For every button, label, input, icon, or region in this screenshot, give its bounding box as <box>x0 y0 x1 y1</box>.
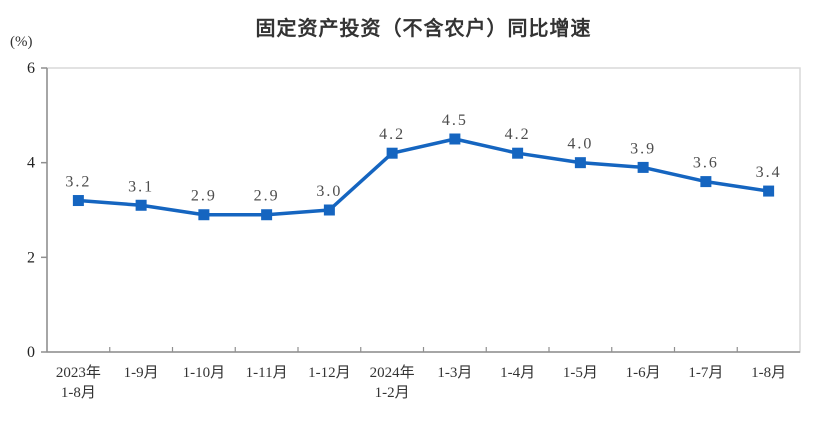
data-point-marker <box>763 185 775 197</box>
data-point-label: 3.0 <box>316 183 342 200</box>
x-category-label: 1-7月 <box>688 365 723 381</box>
x-category-label: 2023年 1-8月 <box>56 364 101 401</box>
data-point-marker <box>323 204 335 216</box>
data-point-marker <box>198 209 210 221</box>
data-point-marker <box>574 157 586 169</box>
data-point-marker <box>72 195 84 207</box>
data-point-marker <box>261 209 273 221</box>
data-line <box>76 137 771 217</box>
data-point-label: 4.2 <box>505 126 531 143</box>
data-point-marker <box>386 147 398 159</box>
x-category-label: 1-8月 <box>751 365 786 381</box>
data-point-label: 3.2 <box>65 174 91 191</box>
x-category-label: 2024年 1-2月 <box>370 364 415 401</box>
y-tick-label: 0 <box>27 344 35 361</box>
x-category-label: 1-12月 <box>308 365 351 381</box>
x-category-label: 1-9月 <box>124 365 159 381</box>
x-category-label: 1-5月 <box>563 365 598 381</box>
data-point-marker <box>512 147 524 159</box>
y-axis-unit-label: (%) <box>10 34 33 50</box>
x-category-label: 1-3月 <box>437 365 472 381</box>
data-point-label: 3.1 <box>128 178 154 195</box>
data-point-label: 3.4 <box>756 164 782 181</box>
chart-title: 固定资产投资（不含农户）同比增速 <box>255 18 592 40</box>
y-tick-label: 4 <box>27 155 35 172</box>
y-tick-label: 6 <box>27 60 35 77</box>
data-point-marker <box>449 133 461 145</box>
plot-border <box>46 67 801 353</box>
data-point-label: 3.9 <box>630 140 656 157</box>
x-category-label: 1-6月 <box>626 365 661 381</box>
data-point-label: 4.2 <box>379 126 405 143</box>
x-category-label: 1-4月 <box>500 365 535 381</box>
x-category-label: 1-10月 <box>183 365 226 381</box>
data-point-marker <box>637 161 649 173</box>
data-point-label: 3.6 <box>693 155 719 172</box>
data-point-label: 4.0 <box>567 136 593 153</box>
data-point-label: 4.5 <box>442 112 468 129</box>
data-point-label: 2.9 <box>254 188 280 205</box>
data-point-label: 2.9 <box>191 188 217 205</box>
data-point-marker <box>700 176 712 188</box>
y-tick-label: 2 <box>27 249 35 266</box>
x-category-label: 1-11月 <box>246 365 288 381</box>
data-point-marker <box>135 199 147 211</box>
